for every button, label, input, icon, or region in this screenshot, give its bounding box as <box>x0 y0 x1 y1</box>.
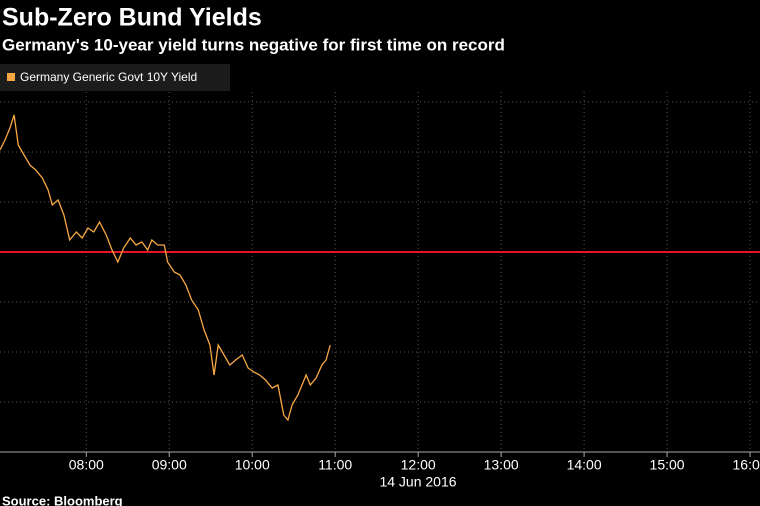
series-line <box>0 114 331 422</box>
x-tick-label: 08:00 <box>69 457 104 473</box>
x-tick-label: 09:00 <box>152 457 187 473</box>
legend: Germany Generic Govt 10Y Yield <box>0 64 230 91</box>
x-tick-label: 10:00 <box>235 457 270 473</box>
x-tick-label: 11:00 <box>318 457 352 473</box>
chart-subtitle: Germany's 10-year yield turns negative f… <box>2 35 505 54</box>
source: Source: Bloomberg <box>2 493 123 506</box>
legend-label: Germany Generic Govt 10Y Yield <box>20 70 197 84</box>
x-tick-label: 13:00 <box>484 457 519 473</box>
chart-title: Sub-Zero Bund Yields <box>2 4 262 32</box>
x-tick-label: 15:00 <box>650 457 685 473</box>
legend-box <box>0 64 230 91</box>
x-tick-label: 16:00 <box>733 457 760 473</box>
x-axis-label: 14 Jun 2016 <box>379 474 456 490</box>
plot-area <box>0 92 760 457</box>
x-tick-label: 12:00 <box>401 457 436 473</box>
x-tick-label: 14:00 <box>567 457 602 473</box>
legend-swatch <box>7 73 15 81</box>
